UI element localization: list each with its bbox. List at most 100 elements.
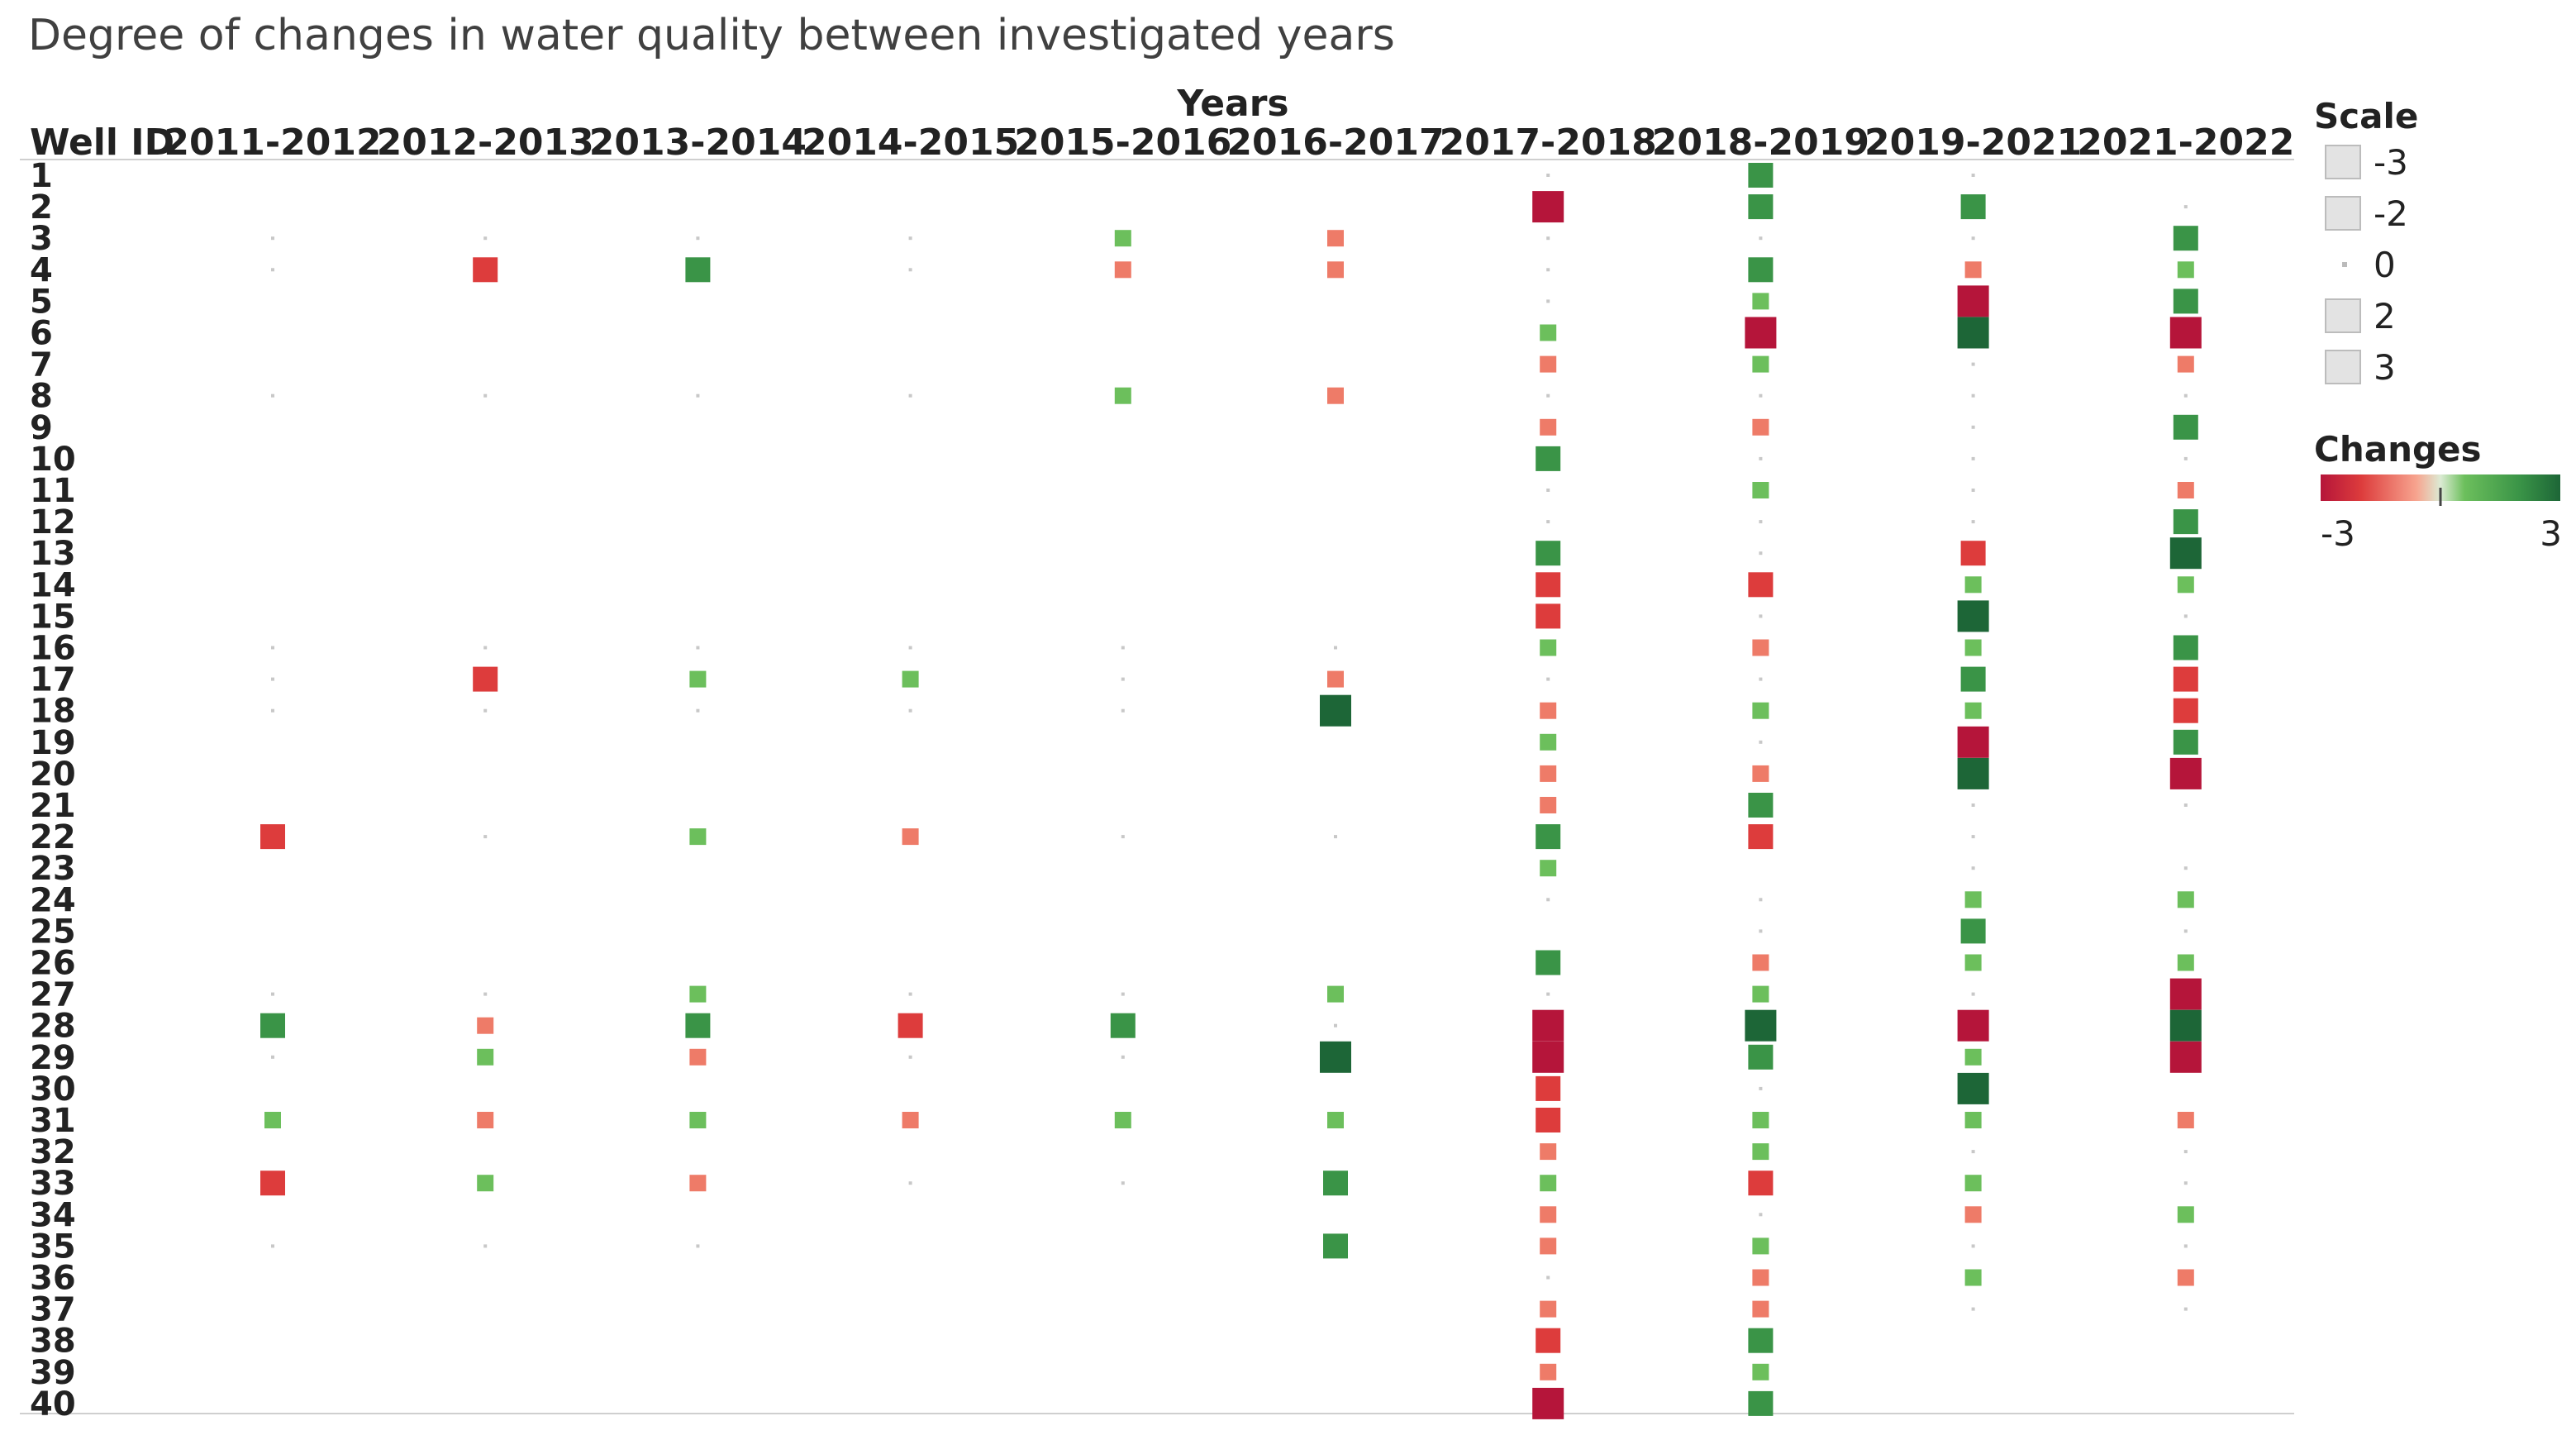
heatmap-cell-well-5-2021-2022 — [2173, 288, 2198, 314]
heatmap-cell-well-6-2018-2019 — [1745, 317, 1777, 349]
size-legend-swatch-0 — [2342, 262, 2347, 267]
row-label-well-38: 38 — [30, 1323, 76, 1361]
heatmap-cell-well-22-2019-2021 — [1971, 835, 1975, 839]
heatmap-cell-well-39-2017-2018 — [1540, 1363, 1557, 1380]
heatmap-cell-well-14-2017-2018 — [1536, 572, 1561, 598]
heatmap-cell-well-24-2018-2019 — [1759, 898, 1763, 902]
heatmap-cell-well-18-2017-2018 — [1540, 702, 1557, 719]
heatmap-cell-well-26-2019-2021 — [1964, 954, 1982, 971]
row-label-well-21: 21 — [30, 787, 76, 825]
row-label-well-11: 11 — [30, 472, 76, 510]
column-header-2019-2021: 2019-2021 — [1864, 122, 2082, 164]
heatmap-cell-well-21-2017-2018 — [1540, 797, 1557, 813]
heatmap-cell-well-5-2018-2019 — [1752, 293, 1769, 310]
heatmap-cell-well-16-2019-2021 — [1964, 639, 1982, 656]
column-header-2012-2013: 2012-2013 — [377, 122, 594, 164]
heatmap-cell-well-16-2018-2019 — [1752, 639, 1769, 656]
heatmap-cell-well-16-2017-2018 — [1540, 639, 1557, 656]
heatmap-cell-well-27-2013-2014 — [689, 985, 707, 1003]
heatmap-cell-well-31-2015-2016 — [1114, 1112, 1131, 1128]
size-legend-label--2: -2 — [2374, 193, 2408, 234]
heatmap-cell-well-30-2018-2019 — [1759, 1086, 1763, 1090]
row-label-well-8: 8 — [30, 378, 53, 416]
heatmap-cell-well-3-2014-2015 — [908, 236, 912, 241]
heatmap-cell-well-7-2019-2021 — [1971, 362, 1975, 366]
heatmap-cell-well-16-2015-2016 — [1121, 646, 1125, 650]
heatmap-cell-well-37-2019-2021 — [1971, 1307, 1975, 1311]
heatmap-cell-well-5-2019-2021 — [1957, 285, 1989, 317]
chart-title: Degree of changes in water quality betwe… — [28, 11, 1395, 60]
heatmap-cell-well-22-2017-2018 — [1536, 824, 1561, 850]
heatmap-cell-well-19-2018-2019 — [1759, 740, 1763, 744]
heatmap-cell-well-32-2019-2021 — [1971, 1150, 1975, 1154]
heatmap-cell-well-38-2018-2019 — [1748, 1328, 1774, 1353]
row-label-well-30: 30 — [30, 1070, 76, 1109]
heatmap-cell-well-17-2021-2022 — [2173, 666, 2198, 692]
heatmap-cell-well-23-2019-2021 — [1971, 866, 1975, 870]
heatmap-cell-well-31-2014-2015 — [902, 1112, 919, 1128]
heatmap-cell-well-4-2014-2015 — [908, 268, 912, 272]
heatmap-cell-well-31-2016-2017 — [1327, 1112, 1344, 1128]
heatmap-cell-well-1-2017-2018 — [1546, 174, 1550, 177]
heatmap-cell-well-28-2021-2022 — [2169, 1009, 2202, 1042]
heatmap-cell-well-9-2017-2018 — [1540, 418, 1557, 436]
heatmap-cell-well-27-2012-2013 — [483, 992, 488, 996]
heatmap-cell-well-20-2017-2018 — [1540, 765, 1557, 782]
heatmap-cell-well-3-2017-2018 — [1546, 236, 1550, 241]
heatmap-cell-well-39-2018-2019 — [1752, 1363, 1769, 1380]
heatmap-cell-well-23-2017-2018 — [1540, 860, 1557, 877]
heatmap-cell-well-24-2019-2021 — [1964, 891, 1982, 908]
heatmap-cell-well-4-2021-2022 — [2177, 261, 2194, 279]
heatmap-cell-well-7-2021-2022 — [2177, 355, 2194, 373]
row-label-well-17: 17 — [30, 661, 76, 699]
heatmap-cell-well-10-2021-2022 — [2183, 456, 2188, 460]
heatmap-cell-well-3-2011-2012 — [271, 236, 274, 241]
heatmap-cell-well-4-2018-2019 — [1748, 257, 1774, 283]
heatmap-cell-well-16-2011-2012 — [271, 646, 274, 650]
heatmap-cell-well-21-2018-2019 — [1748, 793, 1774, 818]
color-legend-max-label: 3 — [2540, 513, 2562, 554]
heatmap-cell-well-6-2019-2021 — [1957, 317, 1989, 349]
heatmap-cell-well-12-2017-2018 — [1546, 520, 1550, 524]
heatmap-cell-well-2-2021-2022 — [2183, 205, 2188, 209]
heatmap-cell-well-19-2021-2022 — [2173, 729, 2198, 755]
heatmap-cell-well-28-2017-2018 — [1532, 1009, 1564, 1042]
heatmap-cell-well-18-2011-2012 — [271, 708, 274, 713]
heatmap-cell-well-17-2015-2016 — [1121, 677, 1125, 681]
row-label-well-16: 16 — [30, 630, 76, 668]
column-header-2021-2022: 2021-2022 — [2077, 122, 2294, 164]
heatmap-cell-well-9-2018-2019 — [1752, 418, 1769, 436]
heatmap-cell-well-8-2019-2021 — [1971, 393, 1975, 398]
heatmap-cell-well-13-2018-2019 — [1759, 551, 1763, 555]
heatmap-cell-well-3-2018-2019 — [1759, 236, 1763, 241]
heatmap-cell-well-23-2021-2022 — [2183, 866, 2188, 870]
heatmap-cell-well-27-2014-2015 — [908, 992, 912, 996]
heatmap-cell-well-4-2015-2016 — [1114, 261, 1131, 279]
heatmap-cell-well-29-2019-2021 — [1964, 1048, 1982, 1066]
row-label-well-14: 14 — [30, 566, 76, 604]
heatmap-cell-well-12-2021-2022 — [2173, 509, 2198, 535]
heatmap-cell-well-29-2014-2015 — [908, 1055, 912, 1059]
heatmap-cell-well-33-2014-2015 — [908, 1181, 912, 1185]
heatmap-cell-well-28-2018-2019 — [1745, 1009, 1777, 1042]
heatmap-cell-well-29-2012-2013 — [477, 1048, 494, 1066]
column-header-2016-2017: 2016-2017 — [1226, 122, 1444, 164]
heatmap-cell-well-4-2012-2013 — [473, 257, 498, 283]
heatmap-cell-well-27-2011-2012 — [271, 992, 274, 996]
heatmap-cell-well-29-2021-2022 — [2169, 1041, 2202, 1073]
heatmap-cell-well-7-2018-2019 — [1752, 355, 1769, 373]
heatmap-cell-well-3-2012-2013 — [483, 236, 488, 241]
heatmap-cell-well-18-2015-2016 — [1121, 708, 1125, 713]
column-header-2017-2018: 2017-2018 — [1440, 122, 1657, 164]
heatmap-cell-well-18-2018-2019 — [1752, 702, 1769, 719]
heatmap-cell-well-5-2017-2018 — [1546, 299, 1550, 303]
heatmap-cell-well-21-2019-2021 — [1971, 803, 1975, 807]
heatmap-cell-well-22-2015-2016 — [1121, 835, 1125, 839]
heatmap-cell-well-33-2012-2013 — [477, 1175, 494, 1192]
heatmap-cell-well-15-2018-2019 — [1759, 614, 1763, 618]
heatmap-cell-well-11-2018-2019 — [1752, 482, 1769, 498]
heatmap-cell-well-27-2021-2022 — [2169, 978, 2202, 1010]
row-label-well-10: 10 — [30, 441, 76, 479]
heatmap-cell-well-2-2017-2018 — [1532, 191, 1564, 223]
